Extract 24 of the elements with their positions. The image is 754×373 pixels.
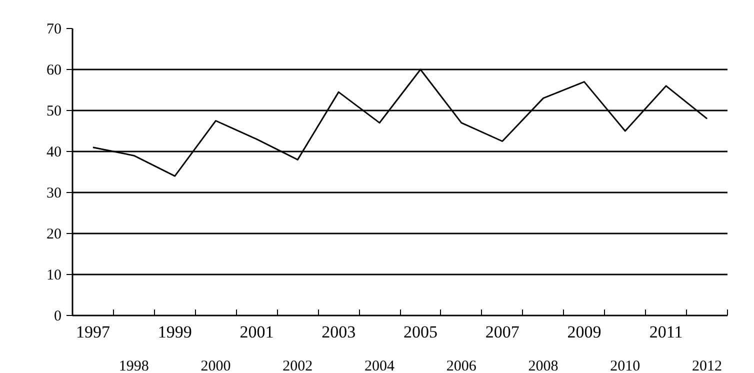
x-tick-label: 2007: [485, 322, 520, 342]
x-tick-label: 2000: [200, 358, 231, 373]
x-tick-label: 2009: [567, 322, 602, 342]
y-tick-label: 10: [46, 268, 62, 284]
x-tick-label: 1997: [76, 322, 110, 342]
y-tick-label: 20: [46, 226, 62, 242]
y-tick-label: 30: [46, 186, 62, 202]
y-tick-label: 70: [46, 22, 62, 38]
y-tick-label: 40: [46, 144, 62, 160]
x-tick-label: 2008: [528, 358, 558, 373]
x-tick-label: 2010: [610, 358, 640, 373]
y-tick-label: 50: [46, 104, 62, 120]
x-tick-label: 2003: [322, 322, 356, 342]
x-tick-label: 1999: [158, 322, 192, 342]
x-tick-label: 2012: [692, 358, 722, 373]
x-tick-label: 1998: [118, 358, 149, 373]
x-tick-label: 2006: [446, 358, 477, 373]
x-tick-label: 2001: [240, 322, 274, 342]
x-tick-label: 2011: [649, 322, 683, 342]
y-tick-label: 0: [54, 308, 62, 324]
x-tick-label: 2002: [282, 358, 313, 373]
y-tick-label: 60: [46, 62, 62, 78]
x-tick-label: 2004: [364, 358, 396, 373]
x-tick-label: 2005: [403, 322, 438, 342]
